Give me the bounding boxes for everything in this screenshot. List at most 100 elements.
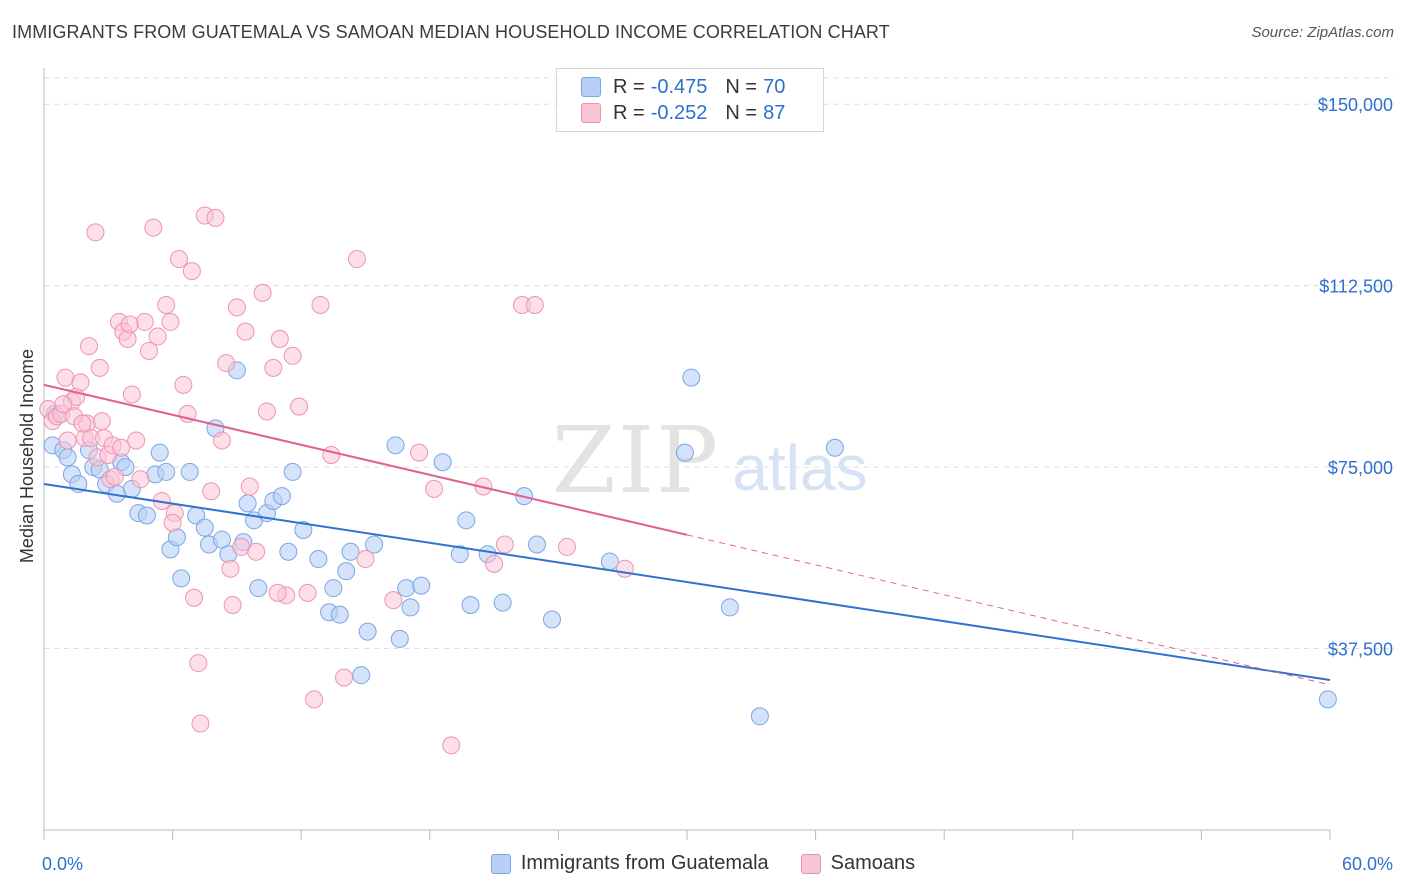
data-point-samoan: [290, 397, 309, 416]
legend-row-samoan: R = -0.252 N = 87: [581, 101, 785, 125]
data-point-samoan: [268, 583, 287, 602]
data-point-guatemala: [1318, 690, 1337, 709]
data-point-samoan: [170, 250, 189, 269]
data-point-guatemala: [720, 598, 739, 617]
data-point-guatemala: [457, 511, 476, 530]
data-point-guatemala: [433, 453, 452, 472]
data-point-samoan: [305, 690, 324, 709]
data-point-samoan: [264, 358, 283, 377]
data-point-samoan: [442, 736, 461, 755]
data-point-samoan: [257, 402, 276, 421]
legend-label-samoan: Samoans: [830, 852, 916, 874]
data-point-guatemala: [461, 596, 480, 614]
data-point-samoan: [212, 431, 231, 450]
data-point-samoan: [217, 354, 236, 373]
data-point-guatemala: [330, 605, 349, 624]
data-point-guatemala: [337, 562, 356, 581]
data-point-guatemala: [493, 593, 512, 612]
data-point-samoan: [410, 443, 429, 462]
data-point-samoan: [425, 479, 444, 498]
data-point-guatemala: [675, 443, 694, 462]
x-tick-labels: 0.0% 60.0%: [42, 854, 1393, 874]
data-point-guatemala: [397, 579, 416, 598]
data-point-samoan: [485, 554, 504, 573]
trend-lines: [43, 383, 1331, 686]
x-tick-label: 60.0%: [1342, 854, 1393, 874]
data-point-samoan: [283, 346, 302, 365]
legend-item-samoan: Samoans: [800, 852, 916, 875]
data-point-samoan: [247, 542, 266, 561]
data-point-samoan: [127, 431, 146, 450]
data-point-samoan: [86, 223, 105, 242]
data-point-samoan: [236, 322, 255, 341]
data-point-samoan: [298, 583, 317, 602]
data-point-samoan: [221, 559, 240, 578]
data-point-samoan: [311, 296, 330, 314]
y-axis-label: Median Household Income: [17, 349, 37, 563]
data-point-samoan: [120, 315, 139, 334]
data-point-samoan: [495, 535, 514, 554]
data-point-samoan: [206, 208, 225, 227]
chart-title: IMMIGRANTS FROM GUATEMALA VS SAMOAN MEDI…: [12, 22, 890, 42]
y-tick-label: $37,500: [1328, 640, 1393, 660]
legend-swatch-guatemala: [490, 853, 511, 874]
data-point-guatemala: [283, 462, 302, 481]
y-tick-label: $112,500: [1319, 277, 1393, 297]
data-point-guatemala: [324, 579, 343, 598]
data-point-samoan: [191, 714, 210, 733]
gridlines: [44, 77, 1395, 650]
legend-label-guatemala: Immigrants from Guatemala: [520, 852, 769, 874]
data-point-guatemala: [682, 368, 701, 387]
data-point-samoan: [557, 537, 576, 556]
trend-line-samoan: [43, 383, 688, 536]
data-point-samoan: [54, 395, 73, 414]
watermark: ZIP atlas: [552, 407, 868, 514]
data-point-samoan: [58, 431, 77, 450]
legend-r-value: -0.252: [650, 101, 708, 124]
data-point-guatemala: [172, 569, 191, 588]
legend-n-value: 87: [763, 101, 786, 124]
x-tick-label: 0.0%: [42, 854, 83, 874]
series-samoan-points: [39, 206, 634, 755]
data-point-samoan: [270, 329, 289, 348]
data-point-guatemala: [157, 462, 176, 481]
legend-n-value: 70: [763, 75, 786, 98]
data-point-samoan: [525, 296, 544, 314]
data-point-guatemala: [272, 487, 291, 506]
data-point-samoan: [131, 470, 150, 489]
data-point-samoan: [122, 385, 141, 404]
legend-swatch-guatemala: [581, 77, 601, 97]
data-point-guatemala: [401, 598, 420, 617]
data-point-guatemala: [309, 550, 328, 569]
data-point-guatemala: [825, 438, 844, 457]
data-point-samoan: [71, 373, 90, 392]
correlation-legend: R = -0.475 N = 70 R = -0.252 N = 87: [556, 68, 824, 132]
data-point-guatemala: [386, 436, 405, 455]
legend-r-value: -0.475: [650, 75, 708, 98]
data-point-samoan: [335, 668, 354, 687]
y-tick-labels: $37,500 $75,000 $112,500 $150,000: [1318, 95, 1393, 659]
data-point-samoan: [92, 412, 111, 431]
legend-item-guatemala: Immigrants from Guatemala: [490, 852, 769, 875]
data-point-samoan: [615, 559, 634, 578]
legend-swatch-samoan: [581, 103, 601, 123]
data-point-samoan: [356, 550, 375, 569]
data-point-guatemala: [750, 707, 769, 726]
data-point-samoan: [161, 312, 180, 331]
legend-r-label: R =: [613, 75, 645, 98]
data-point-samoan: [157, 296, 176, 314]
data-point-guatemala: [249, 579, 268, 598]
data-point-samoan: [347, 250, 366, 269]
data-point-samoan: [140, 341, 159, 360]
data-point-samoan: [202, 482, 221, 501]
data-point-guatemala: [412, 576, 431, 595]
data-point-guatemala: [150, 443, 169, 462]
data-point-samoan: [253, 283, 272, 302]
data-point-samoan: [185, 588, 204, 607]
data-point-samoan: [105, 467, 124, 486]
legend-n-label: N =: [725, 101, 758, 124]
chart-source: Source: ZipAtlas.com: [1251, 24, 1394, 41]
legend-r-label: R =: [613, 101, 645, 124]
data-point-samoan: [135, 312, 154, 331]
